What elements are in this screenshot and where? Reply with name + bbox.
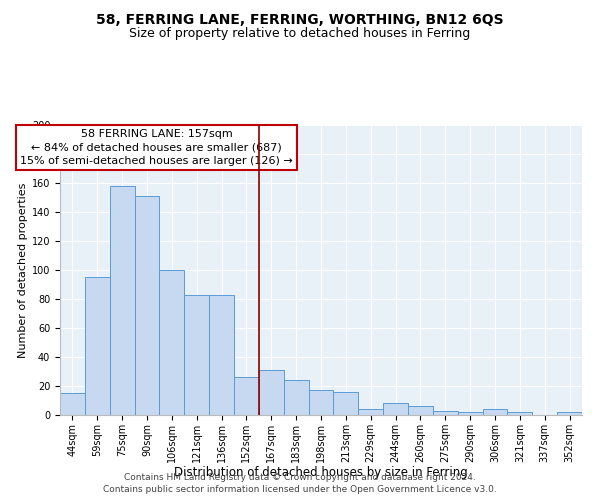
Bar [358,409,383,415]
Text: Contains public sector information licensed under the Open Government Licence v3: Contains public sector information licen… [103,485,497,494]
Text: 58, FERRING LANE, FERRING, WORTHING, BN12 6QS: 58, FERRING LANE, FERRING, WORTHING, BN1… [96,12,504,26]
Bar [557,412,582,415]
Text: Size of property relative to detached houses in Ferring: Size of property relative to detached ho… [130,28,470,40]
Bar [408,406,433,415]
Text: 58 FERRING LANE: 157sqm
← 84% of detached houses are smaller (687)
15% of semi-d: 58 FERRING LANE: 157sqm ← 84% of detache… [20,130,293,166]
Bar [209,294,234,415]
Y-axis label: Number of detached properties: Number of detached properties [17,182,28,358]
Text: Contains HM Land Registry data © Crown copyright and database right 2024.: Contains HM Land Registry data © Crown c… [124,472,476,482]
Bar [184,294,209,415]
Bar [259,370,284,415]
Bar [60,393,85,415]
Bar [482,409,508,415]
Bar [234,378,259,415]
Bar [334,392,358,415]
Bar [110,186,134,415]
Bar [134,196,160,415]
Bar [160,270,184,415]
Bar [433,410,458,415]
Bar [508,412,532,415]
X-axis label: Distribution of detached houses by size in Ferring: Distribution of detached houses by size … [174,466,468,479]
Bar [458,412,482,415]
Bar [383,404,408,415]
Bar [284,380,308,415]
Bar [308,390,334,415]
Bar [85,277,110,415]
